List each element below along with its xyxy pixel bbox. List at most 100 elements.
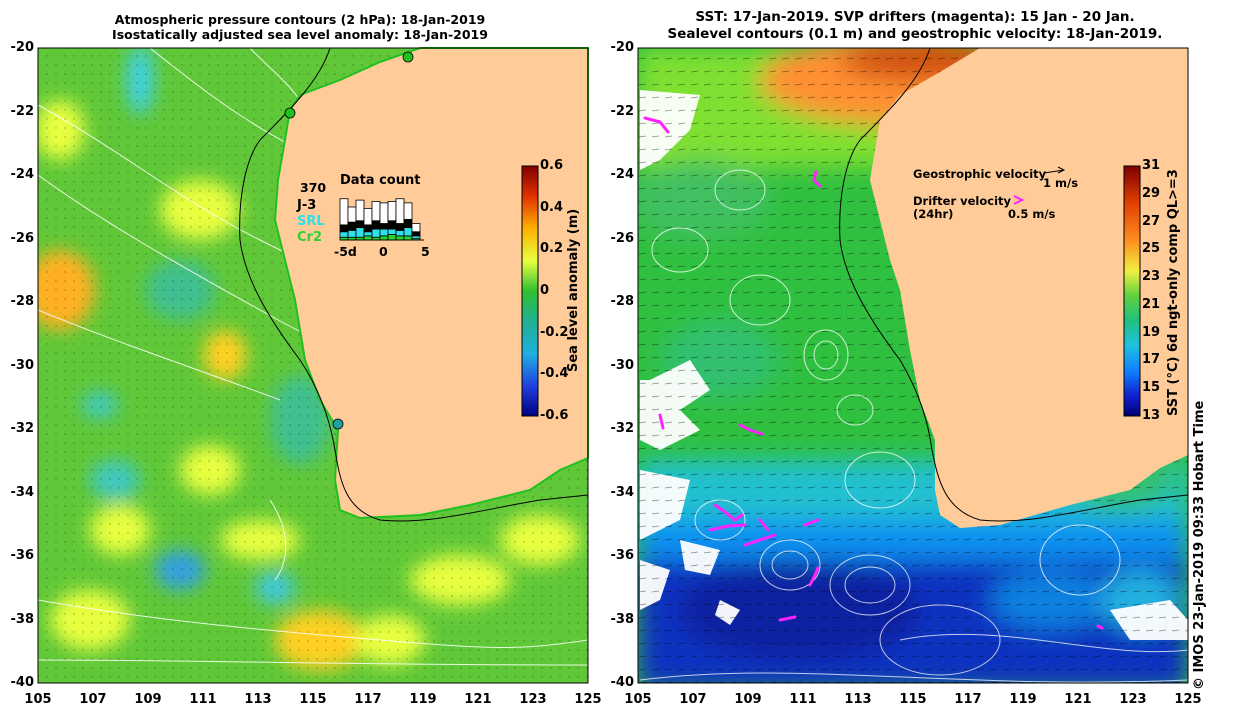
- data-count-bar-segment: [347, 229, 357, 238]
- right-lon-tick: 123: [1119, 692, 1147, 707]
- sla-colorbar: [521, 165, 539, 417]
- right-lon-tick: 113: [844, 692, 872, 707]
- data-count-bar-segment: [339, 224, 349, 233]
- right-lon-tick: 115: [899, 692, 927, 707]
- data-count-bar-segment: [403, 218, 413, 229]
- data-count-bar-segment: [379, 202, 389, 224]
- data-count-xtick-mid: 0: [379, 244, 388, 259]
- data-count-bar-segment: [411, 223, 421, 233]
- sst-tick: 19: [1142, 324, 1161, 340]
- sla-tick: 0: [540, 283, 550, 298]
- data-count-bar-segment: [363, 231, 373, 237]
- right-lat-tick: -28: [610, 294, 635, 309]
- data-count-bar-segment: [395, 235, 405, 241]
- left-lon-tick: 121: [464, 692, 492, 707]
- left-lon-tick: 105: [24, 692, 52, 707]
- data-count-bar-segment: [371, 201, 381, 222]
- left-lat-tick: -24: [10, 167, 35, 182]
- right-lon-tick: 119: [1009, 692, 1037, 707]
- sla-tick: -0.4: [540, 366, 569, 382]
- data-count-legend-j3: J-3: [297, 198, 317, 213]
- right-title-line2: Sealevel contours (0.1 m) and geostrophi…: [667, 26, 1163, 42]
- data-count-bar-segment: [395, 198, 405, 224]
- data-count-bar-segment: [355, 220, 365, 229]
- data-count-bar-segment: [387, 234, 397, 241]
- sla-tick: -0.6: [540, 408, 569, 423]
- drifter-velocity-value: 0.5 m/s: [1008, 207, 1056, 221]
- data-count-chart: [339, 198, 421, 241]
- right-lat-tick: -32: [610, 421, 635, 436]
- sst-tick: 17: [1142, 352, 1161, 368]
- sla-colorbar-label: Sea level anomaly (m): [566, 208, 581, 372]
- sla-tick: -0.2: [540, 324, 569, 340]
- data-count-bar-segment: [411, 231, 421, 237]
- left-lat-tick: -22: [10, 103, 35, 119]
- data-count-bar-segment: [411, 235, 421, 240]
- data-count-bar-segment: [403, 235, 413, 241]
- sst-colorbar-label: SST (°C) 6d ngt-only comp QL>=3: [1166, 169, 1181, 416]
- data-count-bar-segment: [355, 199, 365, 222]
- sst-tick: 27: [1142, 213, 1161, 229]
- drifter-velocity-label: Drifter velocity: [913, 194, 1012, 208]
- drifter-velocity-sub: (24hr): [913, 207, 954, 221]
- data-count-bar-segment: [403, 227, 413, 237]
- data-count-bar-segment: [371, 228, 381, 238]
- right-lon-tick: 105: [624, 692, 652, 707]
- geo-velocity-value: 1 m/s: [1043, 176, 1079, 190]
- left-lat-tick: -34: [10, 484, 35, 500]
- left-lat-tick: -36: [10, 548, 35, 563]
- data-count-bar-segment: [387, 201, 397, 222]
- left-lon-tick: 123: [519, 692, 547, 707]
- left-lon-tick: 109: [134, 692, 162, 707]
- data-count-legend-srl: SRL: [297, 214, 325, 229]
- left-title-line1: Atmospheric pressure contours (2 hPa): 1…: [114, 12, 486, 27]
- right-lat-tick: -38: [610, 611, 635, 627]
- left-lat-tick: -30: [10, 357, 35, 373]
- data-count-bar-segment: [395, 229, 405, 237]
- geo-velocity-label: Geostrophic velocity: [913, 167, 1047, 181]
- left-lat-tick: -20: [10, 40, 35, 55]
- left-title-line2: Isostatically adjusted sea level anomaly…: [112, 27, 488, 42]
- left-lon-tick: 115: [299, 692, 327, 707]
- right-lon-tick: 107: [679, 692, 707, 707]
- sst-colorbar: [1123, 165, 1141, 417]
- data-count-bar-segment: [347, 221, 357, 231]
- left-lat-tick: -28: [10, 294, 35, 309]
- sst-tick: 13: [1142, 408, 1161, 423]
- sst-tick: 21: [1142, 296, 1161, 312]
- sla-tick: 0.4: [540, 199, 564, 215]
- right-land: [870, 48, 1188, 528]
- right-lon-tick: 109: [734, 692, 762, 707]
- left-lon-tick: 113: [244, 692, 272, 707]
- right-lon-tick: 125: [1174, 692, 1202, 707]
- data-count-bar-segment: [347, 206, 357, 223]
- data-count-bar-segment: [395, 223, 405, 231]
- data-count-title: Data count: [340, 173, 421, 188]
- data-count-legend-cr2: Cr2: [297, 230, 322, 245]
- data-count-bar-segment: [379, 223, 389, 230]
- left-lon-tick: 111: [189, 692, 217, 707]
- left-lon-tick: 119: [409, 692, 437, 707]
- sst-tick: 31: [1142, 158, 1161, 173]
- data-count-bar-segment: [379, 235, 389, 241]
- data-count-bar-segment: [363, 224, 373, 233]
- right-lat-tick: -22: [610, 103, 635, 119]
- right-lon-tick: 111: [789, 692, 817, 707]
- right-lat-tick: -36: [610, 548, 635, 563]
- right-lat-tick: -24: [610, 167, 635, 182]
- data-count-bar-segment: [371, 220, 381, 230]
- sst-tick: 15: [1142, 380, 1161, 396]
- right-lon-tick: 117: [954, 692, 982, 707]
- left-lon-tick: 107: [79, 692, 107, 707]
- data-count-bar-segment: [403, 202, 413, 220]
- data-count-bar-segment: [363, 235, 373, 241]
- right-lat-tick: -34: [610, 484, 635, 500]
- data-count-bar-segment: [387, 228, 397, 235]
- right-lat-tick: -30: [610, 357, 635, 373]
- sla-tick: 0.6: [540, 158, 564, 173]
- data-count-xtick-left: -5d: [334, 244, 357, 259]
- data-count-bar-segment: [355, 227, 365, 238]
- left-lat-tick: -32: [10, 421, 35, 436]
- data-count-bar-segment: [339, 198, 349, 226]
